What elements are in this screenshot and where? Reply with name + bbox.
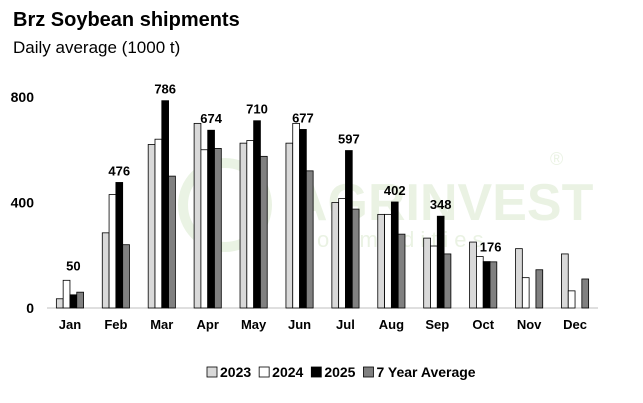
x-tick-label: Sep	[425, 317, 449, 332]
bar	[55, 298, 64, 309]
bar	[76, 291, 84, 309]
legend-swatch	[310, 366, 322, 378]
x-tick-label: Jul	[336, 317, 355, 332]
bar	[331, 202, 340, 309]
data-label: 402	[384, 183, 406, 198]
bar	[515, 248, 523, 309]
bar	[62, 279, 71, 309]
bar	[161, 100, 169, 309]
legend-item: 2023	[206, 364, 251, 380]
bar	[561, 253, 569, 309]
legend-label: 7 Year Average	[376, 364, 475, 380]
bar	[305, 170, 314, 309]
bar	[69, 294, 78, 309]
x-tick-label: Nov	[517, 317, 542, 332]
legend-item: 2024	[258, 364, 304, 380]
legend-swatch	[206, 366, 218, 378]
data-label: 710	[246, 102, 268, 117]
bar	[535, 269, 544, 309]
data-label: 50	[66, 258, 80, 273]
x-tick-label: Feb	[104, 317, 127, 332]
y-tick-label: 0	[26, 300, 34, 316]
bar	[108, 194, 117, 309]
chart-title: Brz Soybean shipments	[13, 9, 240, 31]
legend-item: 2025	[310, 364, 356, 380]
data-label: 677	[292, 110, 314, 125]
bar	[521, 277, 530, 309]
bar	[476, 256, 484, 309]
data-label: 786	[154, 82, 176, 97]
legend-label: 2025	[324, 364, 355, 380]
data-label: 674	[200, 111, 222, 126]
bar	[285, 142, 294, 309]
x-tick-label: Aug	[379, 317, 404, 332]
bar	[482, 261, 491, 309]
bar	[168, 175, 176, 309]
y-tick-label: 800	[11, 89, 35, 105]
data-label: 176	[480, 240, 502, 255]
bar	[239, 142, 248, 309]
legend-label: 2023	[220, 364, 251, 380]
bar	[260, 155, 268, 309]
bar	[443, 253, 452, 309]
bar	[193, 122, 202, 309]
bar	[423, 237, 431, 309]
bar	[101, 232, 110, 309]
data-label: 597	[338, 132, 360, 147]
x-tick-label: Jun	[288, 317, 311, 332]
chart-subtitle: Daily average (1000 t)	[13, 38, 181, 57]
data-label: 348	[430, 197, 452, 212]
bar	[115, 182, 124, 309]
bar	[154, 138, 163, 309]
bar	[207, 129, 215, 309]
bar	[253, 120, 261, 309]
bar	[567, 290, 576, 309]
bar	[200, 149, 209, 309]
x-tick-label: Oct	[472, 317, 494, 332]
bar	[338, 198, 346, 309]
x-tick-label: Mar	[150, 317, 173, 332]
legend-swatch	[258, 366, 270, 378]
bar	[147, 144, 156, 309]
legend-label: 2024	[272, 364, 303, 380]
bar	[489, 261, 498, 309]
bar	[469, 241, 477, 309]
bar	[581, 278, 590, 309]
x-tick-label: May	[241, 317, 267, 332]
x-tick-label: Apr	[197, 317, 219, 332]
bar	[384, 213, 392, 309]
legend-item: 7 Year Average	[363, 364, 476, 380]
bar	[345, 150, 353, 309]
watermark-registered: ®	[550, 149, 563, 169]
x-tick-label: Jan	[59, 317, 81, 332]
x-tick-label: Dec	[563, 317, 587, 332]
bar	[214, 148, 222, 309]
bar	[436, 215, 445, 309]
bar	[292, 122, 300, 309]
bar	[351, 208, 360, 309]
y-tick-label: 400	[11, 195, 35, 211]
bar	[377, 213, 385, 309]
data-label: 476	[108, 163, 130, 178]
legend-swatch	[363, 366, 374, 378]
bar	[122, 244, 130, 309]
bar	[299, 129, 307, 309]
bar	[390, 201, 399, 309]
bar	[397, 233, 406, 309]
bar	[246, 140, 255, 309]
bar	[430, 245, 438, 309]
